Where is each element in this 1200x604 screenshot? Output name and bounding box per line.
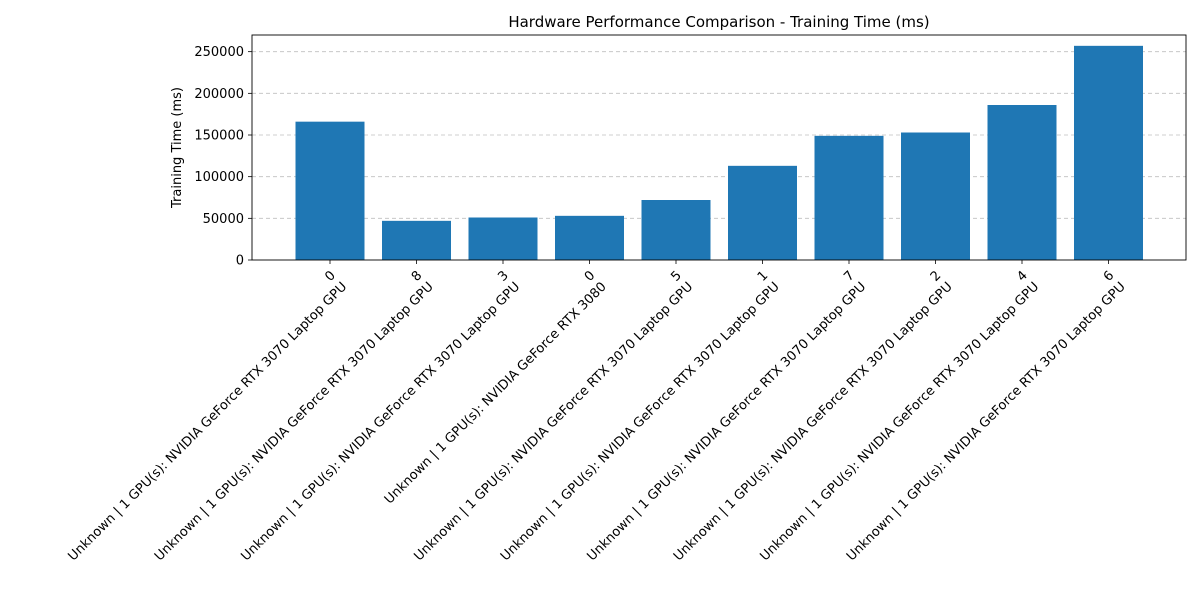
x-tick-label-line: Unknown | 1 GPU(s): NVIDIA GeForce RTX 3… xyxy=(411,280,696,565)
y-tick-label: 0 xyxy=(236,254,244,269)
y-ticks: 0 50000 100000 150000 200000 250000 xyxy=(194,45,252,269)
x-ticks: 0Unknown | 1 GPU(s): NVIDIA GeForce RTX … xyxy=(65,260,1129,565)
y-tick-label: 100000 xyxy=(194,170,244,185)
axes xyxy=(251,34,1187,261)
bar xyxy=(468,217,538,260)
plot-frame xyxy=(251,34,1187,261)
x-tick-label-line: Unknown | 1 GPU(s): NVIDIA GeForce RTX 3… xyxy=(238,280,523,565)
x-tick-label-line: Unknown | 1 GPU(s): NVIDIA GeForce RTX 3… xyxy=(757,280,1042,565)
y-tick-label: 250000 xyxy=(194,45,244,60)
bar xyxy=(728,165,797,260)
bar xyxy=(641,200,711,260)
x-tick-label-line: Unknown | 1 GPU(s): NVIDIA GeForce RTX 3… xyxy=(498,280,783,565)
x-tick-label: 6Unknown | 1 GPU(s): NVIDIA GeForce RTX … xyxy=(833,268,1129,564)
x-tick-label-line: Unknown | 1 GPU(s): NVIDIA GeForce RTX 3… xyxy=(65,280,350,565)
x-tick-label-line: Unknown | 1 GPU(s): NVIDIA GeForce RTX 3… xyxy=(671,280,956,565)
x-tick-label-line: Unknown | 1 GPU(s): NVIDIA GeForce RTX 3… xyxy=(844,280,1129,565)
y-tick-label: 50000 xyxy=(203,212,244,227)
y-axis-label: Training Time (ms) xyxy=(170,87,185,209)
bar xyxy=(1074,45,1143,261)
bar xyxy=(987,105,1057,260)
bars xyxy=(295,45,1143,261)
y-tick-label: 150000 xyxy=(194,129,244,144)
bar xyxy=(295,121,365,261)
x-tick-label-line: Unknown | 1 GPU(s): NVIDIA GeForce RTX 3… xyxy=(584,280,869,565)
bar xyxy=(555,215,624,260)
bar xyxy=(901,132,970,260)
y-tick-label: 200000 xyxy=(194,87,244,102)
x-tick-label-line: Unknown | 1 GPU(s): NVIDIA GeForce RTX 3… xyxy=(152,280,437,565)
chart-title: Hardware Performance Comparison - Traini… xyxy=(508,13,929,31)
bar xyxy=(382,220,451,260)
bar xyxy=(814,135,884,260)
